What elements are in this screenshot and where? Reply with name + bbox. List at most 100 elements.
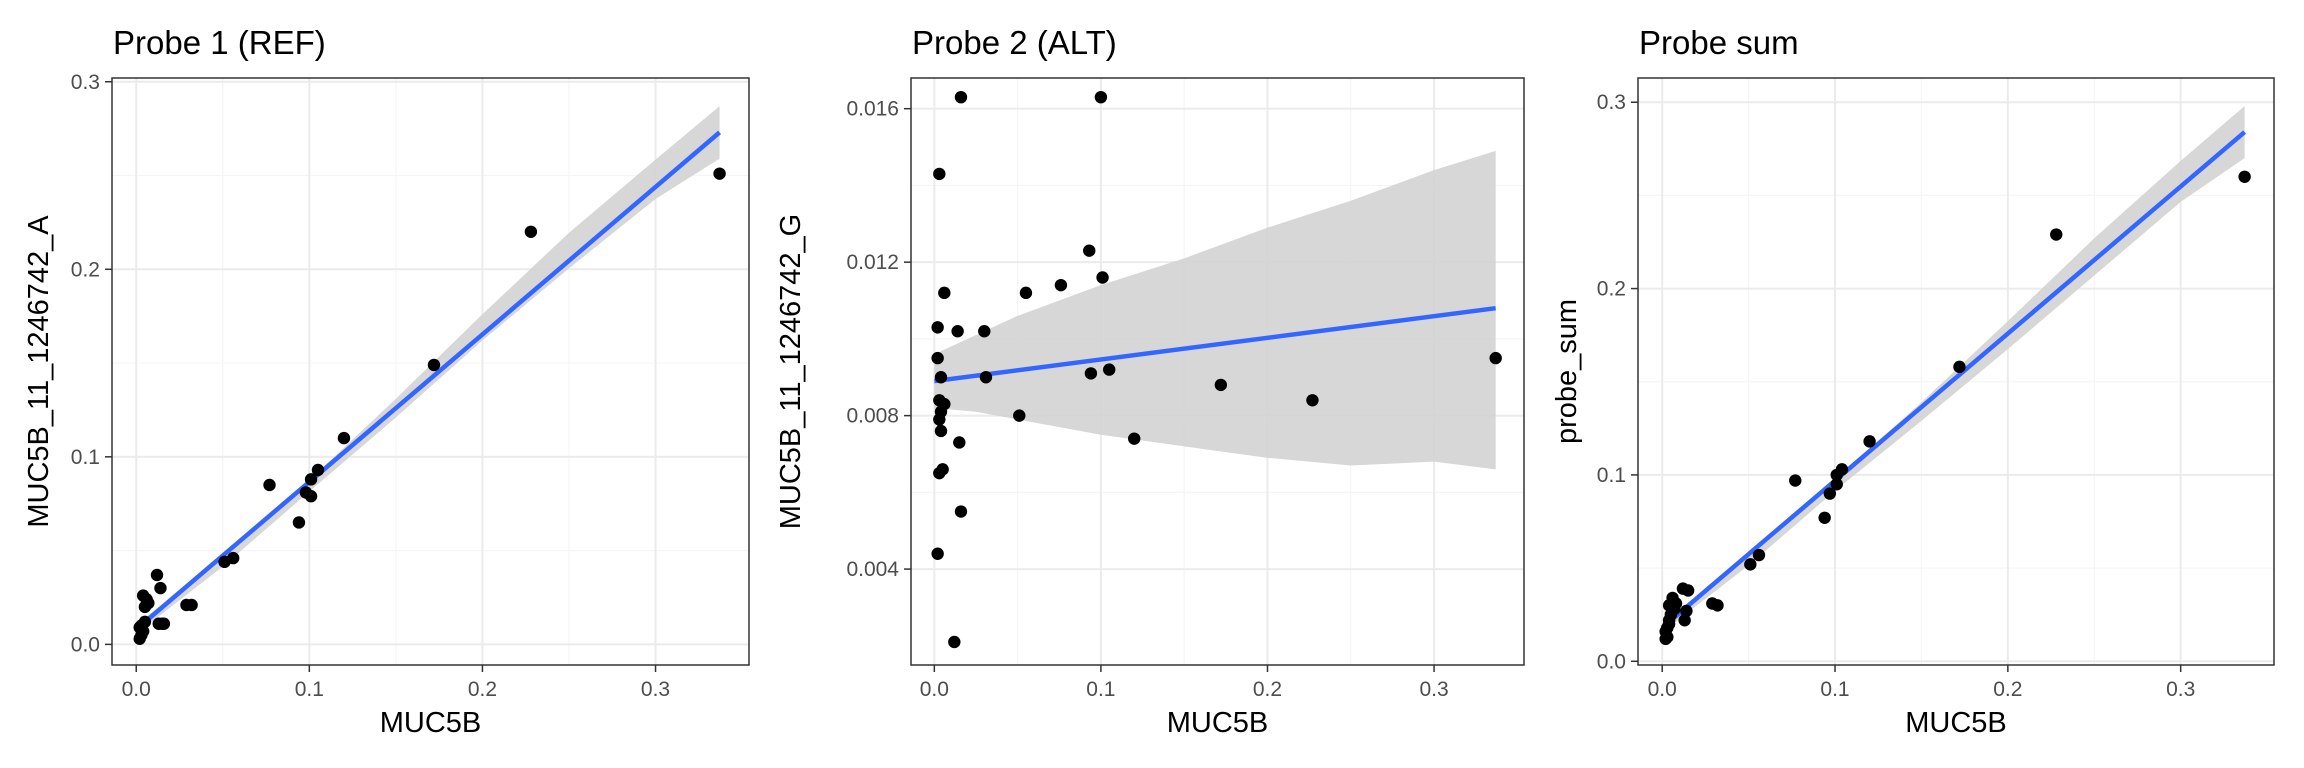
data-point <box>933 466 946 480</box>
data-point <box>951 325 964 338</box>
data-point <box>1744 558 1757 571</box>
data-point <box>713 167 726 180</box>
data-point <box>931 547 944 560</box>
data-point <box>1680 604 1693 618</box>
x-tick-label: 0.0 <box>1648 678 1677 701</box>
chart-panel-2: 0.0 0.1 0.2 0.3 0.004 0.008 0.012 0.016 Probe 2 … <box>775 24 1525 739</box>
data-point <box>304 490 318 503</box>
trend-line <box>1660 130 2247 630</box>
x-tick-label: 0.2 <box>468 678 497 701</box>
data-point <box>1083 244 1096 257</box>
data-point <box>938 286 951 300</box>
confidence-band <box>934 150 1496 470</box>
data-point <box>1835 463 1849 476</box>
data-point <box>1128 432 1141 445</box>
data-point <box>1863 435 1876 448</box>
data-point <box>2050 228 2063 241</box>
panel-title: Probe 1 (REF) <box>113 24 326 61</box>
x-axis-title: MUC5B <box>380 707 482 739</box>
x-tick-label: 0.2 <box>1253 678 1282 701</box>
data-point <box>978 325 991 338</box>
data-point <box>1711 599 1724 612</box>
data-point <box>1096 271 1109 284</box>
y-tick-label: 0.1 <box>1597 464 1626 487</box>
x-axis-title: MUC5B <box>1167 707 1269 739</box>
y-tick-label: 0.008 <box>846 405 899 428</box>
chart-panel-1: 0.0 0.1 0.2 0.3 0.0 0.1 0.2 0.3 Probe 1 (REF) MUC… <box>23 24 750 739</box>
chart-panel-3: 0.0 0.1 0.2 0.3 0.0 0.1 0.2 0.3 Probe sum MUC5B pr… <box>1551 24 2275 739</box>
panel-border <box>910 77 1525 666</box>
x-tick-label: 0.3 <box>641 678 670 701</box>
data-point <box>1084 367 1098 380</box>
x-tick-label: 0.1 <box>295 678 324 701</box>
y-tick-label: 0.2 <box>1597 278 1626 301</box>
x-axis-title: MUC5B <box>1905 707 2007 739</box>
data-point <box>1103 363 1116 376</box>
data-point <box>152 617 165 630</box>
panel-border <box>111 77 750 666</box>
data-point <box>263 478 276 492</box>
data-point <box>1678 614 1691 627</box>
data-point <box>524 225 538 238</box>
data-point <box>948 635 961 649</box>
data-point <box>1489 351 1502 365</box>
x-tick-label: 0.1 <box>1820 678 1849 701</box>
y-axis-title: MUC5B_11_1246742_A <box>23 215 55 528</box>
trend-line <box>134 130 722 632</box>
data-point <box>953 436 966 449</box>
data-point <box>931 351 944 365</box>
data-point <box>1823 487 1837 500</box>
y-tick-label: 0.0 <box>1597 650 1626 673</box>
data-point <box>1306 394 1319 407</box>
data-point <box>337 431 351 445</box>
data-point <box>954 90 968 104</box>
data-point <box>933 413 946 426</box>
data-point <box>979 371 993 384</box>
x-tick-label: 0.0 <box>920 678 949 701</box>
data-point <box>150 568 164 582</box>
data-point <box>292 516 306 529</box>
y-tick-label: 0.3 <box>71 71 100 94</box>
y-tick-label: 0.1 <box>71 446 100 469</box>
y-tick-label: 0.0 <box>71 633 100 656</box>
y-tick-label: 0.3 <box>1597 91 1626 114</box>
data-point <box>142 596 155 610</box>
data-point <box>1830 478 1843 491</box>
data-point <box>226 551 240 565</box>
y-axis-title: probe_sum <box>1551 299 1583 444</box>
confidence-band <box>136 106 720 635</box>
data-point <box>185 598 198 612</box>
y-tick-label: 0.012 <box>846 251 899 274</box>
confidence-band <box>1662 105 2245 633</box>
y-tick-label: 0.004 <box>846 558 899 581</box>
data-point <box>934 424 948 438</box>
data-point <box>1019 286 1033 300</box>
data-point <box>1681 584 1695 597</box>
data-point <box>427 358 441 372</box>
data-point <box>1953 360 1966 374</box>
data-point <box>1214 378 1228 392</box>
x-tick-label: 0.1 <box>1086 678 1115 701</box>
panel-title: Probe 2 (ALT) <box>912 24 1117 61</box>
x-tick-label: 0.2 <box>1993 678 2022 701</box>
y-tick-label: 0.2 <box>71 258 100 281</box>
panel-border <box>1637 77 2275 666</box>
trend-line <box>934 305 1496 384</box>
data-point <box>954 505 968 518</box>
data-point <box>138 615 152 629</box>
y-tick-label: 0.016 <box>846 98 899 121</box>
data-point <box>1818 511 1831 524</box>
data-point <box>304 473 318 486</box>
data-point <box>1094 90 1108 104</box>
data-point <box>2238 170 2251 183</box>
x-tick-label: 0.0 <box>122 678 151 701</box>
data-point <box>1789 474 1802 487</box>
data-point <box>154 581 167 595</box>
data-point <box>1054 278 1068 292</box>
data-point <box>1752 548 1766 562</box>
x-tick-label: 0.3 <box>2166 678 2195 701</box>
data-point <box>1669 597 1683 610</box>
data-point <box>931 321 944 334</box>
